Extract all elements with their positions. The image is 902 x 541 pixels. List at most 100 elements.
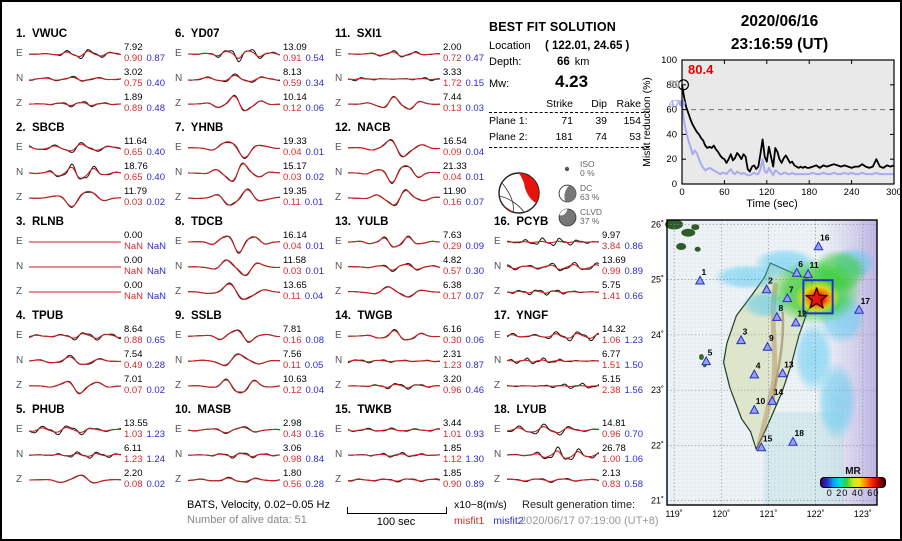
amplitude-value: 2.31 (443, 348, 462, 360)
component-label: N (175, 167, 183, 178)
misfit1-value: NaN (124, 240, 144, 252)
svg-text:121˚: 121˚ (759, 509, 777, 519)
result-time-value: 2020/06/17 07:19:00 (UT+8) (520, 515, 659, 527)
trace-row-z: Z 10.63 0.12 0.04 (175, 373, 331, 398)
misfit1-value: 0.03 (283, 171, 302, 183)
svg-text:0: 0 (679, 187, 684, 198)
misfit2-value: 0.58 (624, 478, 644, 490)
component-label: E (175, 48, 182, 59)
waveform-plot (188, 94, 280, 112)
component-label: Z (175, 98, 182, 109)
trace-values: 8.13 0.59 0.34 (283, 66, 324, 89)
amplitude-value: 13.09 (283, 41, 307, 53)
station-block-vwuc: 1. VWUC E 7.92 0.90 0.87 N 3.02 0.75 0.40 Z 1.89 0.… (16, 28, 172, 122)
component-label: Z (335, 98, 342, 109)
station-name: 7. YHNB (175, 122, 224, 134)
trace-row-e: E 0.00 NaN NaN (16, 229, 172, 254)
waveform-plot (348, 263, 440, 272)
misfit2-value: 0.01 (305, 265, 325, 277)
trace-row-z: Z 7.01 0.07 0.02 (16, 373, 172, 398)
misfit1-value: 0.16 (283, 334, 302, 346)
col-dip: Dip (591, 98, 607, 110)
waveform-plot (188, 235, 280, 254)
waveform-plot (348, 478, 440, 483)
misfit2-value: 0.01 (305, 146, 325, 158)
trace-row-z: Z 2.13 0.83 0.58 (494, 467, 650, 492)
component-label: N (494, 449, 502, 460)
amplitude-value: 16.54 (443, 135, 467, 147)
station-name: 5. PHUB (16, 404, 65, 416)
station-triangle-icon-16 (813, 240, 824, 251)
amplitude-value: 2.98 (283, 417, 302, 429)
amplitude-value: 2.13 (602, 467, 621, 479)
station-triangle-icon-1 (694, 275, 706, 285)
filter-info: BATS, Velocity, 0.02−0.05 Hz (187, 499, 330, 511)
svg-text:22˚: 22˚ (651, 440, 664, 450)
trace-row-z: Z 10.14 0.12 0.06 (175, 91, 331, 116)
waveform-plot (188, 452, 280, 459)
trace-values: 14.81 0.96 0.70 (602, 418, 643, 440)
misfit2-value: 0.47 (465, 52, 485, 64)
station-number-label: 9 (769, 333, 774, 343)
amplitude-value: 26.78 (602, 442, 626, 454)
trace-row-z: Z 5.15 2.38 1.56 (494, 373, 650, 398)
component-label: N (175, 449, 183, 460)
trace-values: 7.01 0.07 0.02 (124, 374, 165, 396)
component-label: N (16, 355, 24, 366)
trace-row-z: Z 1.89 0.89 0.48 (16, 91, 172, 116)
trace-row-z: Z 2.20 0.08 0.02 (16, 467, 172, 492)
component-label: E (335, 236, 342, 247)
trace-row-e: E 16.14 0.04 0.01 (175, 229, 331, 254)
component-label: E (335, 48, 342, 59)
amplitude-value: 3.06 (283, 442, 302, 454)
trace-row-z: Z 3.20 0.96 0.46 (335, 373, 491, 398)
component-label: N (335, 355, 343, 366)
station-name: 3. RLNB (16, 216, 64, 228)
waveform-plot (29, 101, 121, 108)
component-label: E (16, 330, 23, 341)
station-block-phub: 5. PHUB E 13.55 1.03 1.23 N 6.11 1.23 1.24 Z 2.20 0… (16, 404, 172, 498)
station-name: 17. YNGF (494, 310, 549, 322)
misfit1-value: NaN (124, 265, 144, 277)
waveform-plot (348, 328, 440, 341)
misfit1-value: 1.23 (443, 359, 462, 371)
svg-text:21˚: 21˚ (651, 496, 664, 506)
svg-text:120: 120 (759, 187, 775, 198)
amplitude-value: 8.13 (283, 66, 302, 78)
station-number-label: 8 (778, 303, 783, 313)
station-number-label: 17 (861, 296, 871, 306)
amplitude-value: 7.44 (443, 91, 462, 103)
trace-values: 21.33 0.04 0.01 (443, 161, 484, 183)
amplitude-value: 18.76 (124, 160, 148, 172)
waveform-plot (188, 188, 280, 206)
misfit1-value: 0.99 (602, 265, 621, 277)
waveform-plot (348, 235, 440, 248)
waveform-plot (507, 261, 599, 272)
amplitude-value: 10.14 (283, 91, 307, 103)
waveform-plot (29, 266, 121, 268)
waveform-plot (29, 75, 121, 82)
trace-values: 19.33 0.04 0.01 (283, 135, 325, 158)
misfit1-value: 0.90 (443, 478, 462, 490)
misfit2-value: 0.89 (624, 265, 644, 277)
waveform-plot (29, 354, 121, 365)
trace-row-z: Z 13.65 0.11 0.04 (175, 279, 331, 304)
misfit2-value: 0.28 (146, 359, 166, 371)
component-label: E (16, 236, 23, 247)
location-value: ( 122.01, 24.65 ) (545, 40, 630, 52)
amplitude-value: 19.33 (283, 135, 307, 147)
misfit1-value: 0.11 (283, 359, 301, 371)
component-label: Z (494, 286, 501, 297)
trace-values: 1.85 1.12 1.30 (443, 442, 484, 465)
amplitude-value: 1.85 (443, 442, 462, 454)
trace-values: 14.32 1.06 1.23 (602, 324, 643, 346)
misfit2-value: 1.56 (624, 384, 644, 396)
component-label: E (16, 424, 23, 435)
trace-values: 2.31 1.23 0.87 (443, 348, 484, 371)
amplitude-value: 0.00 (124, 229, 143, 241)
misfit1-value: 0.65 (124, 171, 143, 183)
svg-text:60: 60 (666, 105, 677, 116)
misfit1-value: 1.41 (602, 290, 621, 302)
trace-row-e: E 8.64 0.88 0.65 (16, 323, 172, 348)
dc-beachball-icon (557, 184, 577, 203)
